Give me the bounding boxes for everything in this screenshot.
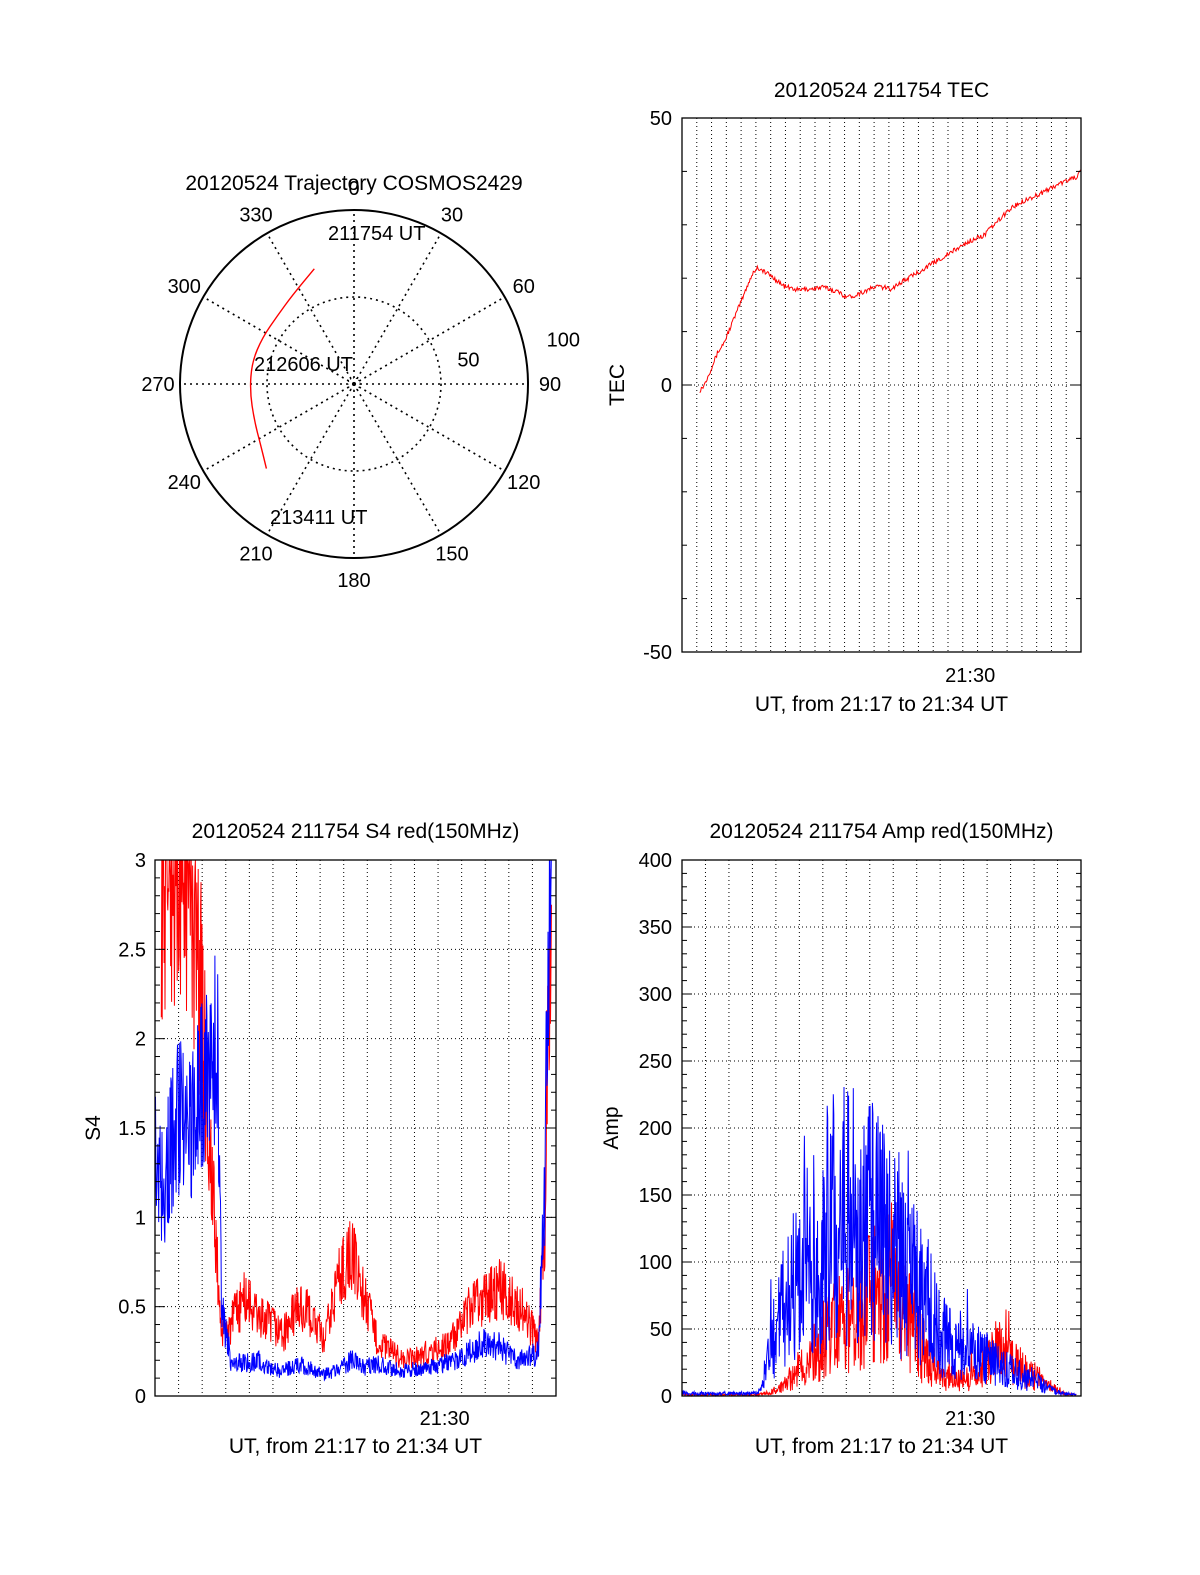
y-tick-label: 150 — [639, 1185, 672, 1207]
polar-spoke-210 — [266, 383, 355, 536]
y-tick-label: 250 — [639, 1051, 672, 1073]
trajectory-time-label: 212606 UT — [254, 354, 353, 376]
y-axis-label: S4 — [82, 1115, 105, 1141]
y-tick-label: 0 — [661, 375, 672, 397]
x-axis-label: UT, from 21:17 to 21:34 UT — [755, 1435, 1008, 1458]
azimuth-label-0: 0 — [348, 178, 359, 200]
azimuth-label-240: 240 — [168, 472, 201, 494]
series-line-blue — [154, 859, 552, 1382]
polar-spoke-330 — [266, 232, 355, 385]
radial-label-50: 50 — [457, 350, 479, 372]
x-tick-label: 21:30 — [945, 665, 995, 687]
y-tick-label: 350 — [639, 917, 672, 939]
azimuth-label-330: 330 — [239, 204, 272, 226]
polar-spoke-120 — [353, 383, 506, 472]
y-tick-label: 50 — [650, 1319, 672, 1341]
chart-title: 20120524 211754 TEC — [774, 79, 989, 102]
y-axis-label: TEC — [606, 364, 629, 406]
y-tick-label: 2.5 — [118, 939, 146, 961]
trajectory-time-label: 211754 UT — [328, 223, 425, 245]
x-tick-label: 21:30 — [420, 1408, 470, 1430]
polar-spoke-30 — [353, 232, 442, 385]
polar-spoke-60 — [353, 296, 506, 385]
azimuth-label-120: 120 — [507, 472, 540, 494]
chart-title: 20120524 211754 S4 red(150MHz) — [192, 820, 520, 843]
y-tick-label: 100 — [639, 1252, 672, 1274]
azimuth-label-60: 60 — [513, 276, 535, 298]
y-tick-label: 1 — [135, 1207, 146, 1229]
polar-outer-circle — [179, 209, 529, 559]
y-tick-label: 300 — [639, 984, 672, 1006]
azimuth-label-150: 150 — [435, 544, 468, 566]
radial-label-100: 100 — [547, 330, 580, 352]
y-tick-label: 0 — [135, 1386, 146, 1408]
x-axis-label: UT, from 21:17 to 21:34 UT — [755, 693, 1008, 716]
y-tick-label: 50 — [650, 108, 672, 130]
chart-panel-2: 20120524 211754 S4 red(150MHz) 0 0.5 1 1.5 2 2… — [82, 820, 557, 1458]
y-tick-label: 400 — [639, 850, 672, 872]
azimuth-label-300: 300 — [168, 276, 201, 298]
y-axis-label: Amp — [600, 1106, 623, 1149]
polar-spoke-150 — [353, 383, 442, 536]
polar-title: 20120524 Trajectory COSMOS2429 — [185, 172, 522, 195]
plot-frame — [681, 117, 1082, 653]
series-line-red — [160, 859, 552, 1369]
polar-spoke-240 — [202, 383, 355, 472]
azimuth-label-90: 90 — [539, 374, 561, 396]
azimuth-label-180: 180 — [337, 570, 370, 592]
x-axis-label: UT, from 21:17 to 21:34 UT — [229, 1435, 482, 1458]
trajectory-time-label: 213411 UT — [270, 507, 367, 529]
azimuth-label-30: 30 — [441, 204, 463, 226]
y-tick-label: 0.5 — [118, 1297, 146, 1319]
series-line-blue — [681, 1086, 1077, 1398]
y-tick-label: 1.5 — [118, 1118, 146, 1140]
azimuth-label-210: 210 — [239, 544, 272, 566]
trajectory-line — [249, 268, 315, 469]
chart-panel-3: 20120524 211754 Amp red(150MHz) 0 50 100 150… — [600, 820, 1082, 1458]
polar-grid-circle-50 — [266, 296, 442, 472]
y-tick-label: 0 — [661, 1386, 672, 1408]
chart-title: 20120524 211754 Amp red(150MHz) — [709, 820, 1053, 843]
polar-center — [347, 377, 361, 391]
azimuth-label-270: 270 — [141, 374, 174, 396]
chart-panel-1: 20120524 211754 TEC -50 0 50 21:30 UT, from 2… — [606, 79, 1082, 716]
y-tick-label: 2 — [135, 1029, 146, 1051]
y-tick-label: -50 — [643, 642, 672, 664]
y-tick-label: 200 — [639, 1118, 672, 1140]
y-tick-label: 3 — [135, 850, 146, 872]
series-line-red — [699, 169, 1081, 393]
x-tick-label: 21:30 — [945, 1408, 995, 1430]
polar-spoke-300 — [202, 296, 355, 385]
